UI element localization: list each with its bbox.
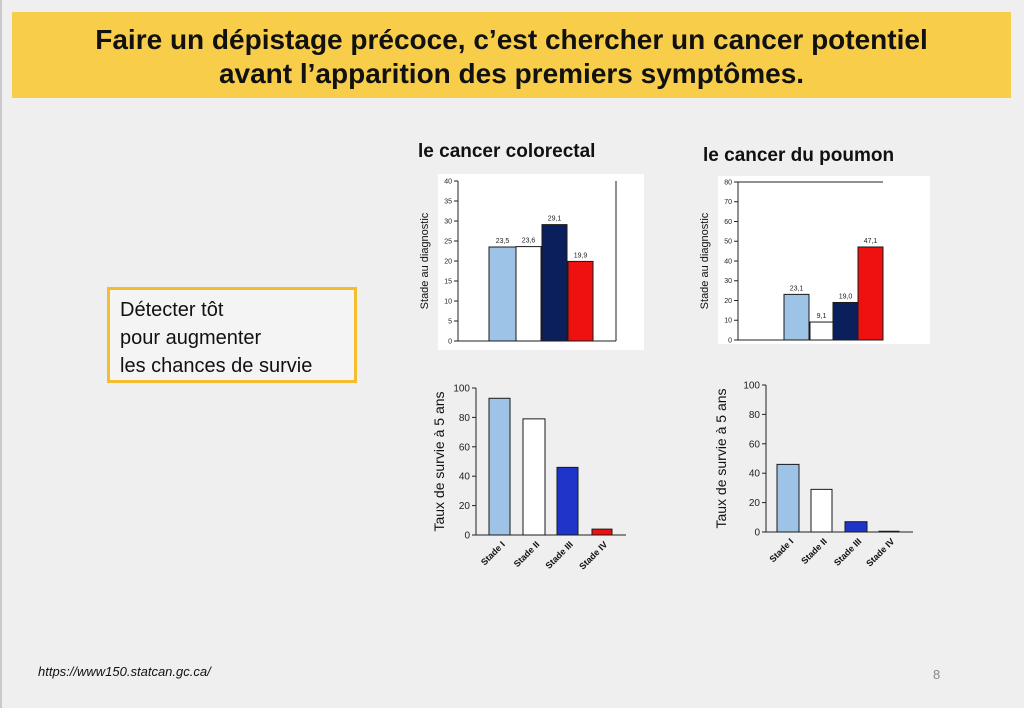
- y-axis-label: Stade au diagnostic: [699, 212, 711, 309]
- title-banner: Faire un dépistage précoce, c’est cherch…: [12, 12, 1011, 98]
- y-tick-label: 10: [444, 298, 452, 305]
- bar-3: [844, 521, 868, 533]
- y-tick-label: 40: [749, 469, 761, 480]
- y-tick-label: 20: [444, 258, 452, 265]
- y-tick-label: 10: [724, 318, 732, 325]
- data-label: 47,1: [864, 238, 878, 245]
- page-number: 8: [933, 667, 941, 682]
- y-axis-label: Stade au diagnostic: [419, 212, 431, 309]
- chart-panel-poumon: [718, 176, 930, 344]
- y-tick-label: 80: [724, 179, 732, 186]
- y-tick-label: 60: [459, 442, 471, 453]
- bar-2: [522, 418, 546, 536]
- data-label: 19,9: [574, 252, 588, 259]
- chart-title-colorectal: le cancer colorectal: [418, 141, 596, 162]
- y-tick-label: 15: [444, 278, 452, 285]
- x-category-label: Stade IV: [864, 536, 896, 568]
- y-tick-label: 80: [459, 413, 471, 424]
- y-tick-label: 0: [754, 528, 760, 539]
- y-axis-label: Taux de survie à 5 ans: [431, 391, 447, 531]
- x-category-label: Stade II: [799, 536, 829, 566]
- data-label: 19,0: [839, 293, 853, 300]
- bar-3: [556, 466, 579, 536]
- bar-3: [832, 301, 859, 341]
- y-tick-label: 50: [724, 239, 732, 246]
- bar-4: [567, 260, 594, 342]
- x-category-label: Stade I: [767, 536, 795, 564]
- callout-box: Détecter tôt pour augmenter les chances …: [107, 287, 357, 383]
- y-tick-label: 5: [448, 318, 452, 325]
- y-tick-label: 80: [749, 410, 761, 421]
- y-tick-label: 20: [749, 498, 761, 509]
- y-tick-label: 40: [444, 178, 452, 185]
- y-tick-label: 60: [749, 439, 761, 450]
- y-tick-label: 35: [444, 198, 452, 205]
- bar-1: [783, 293, 810, 341]
- callout-line-1: Détecter tôt: [120, 299, 224, 321]
- callout-line-2: pour augmenter: [120, 327, 262, 349]
- data-label: 29,1: [548, 216, 562, 223]
- bar-4: [857, 246, 884, 341]
- title-line-1: Faire un dépistage précoce, c’est cherch…: [95, 24, 928, 55]
- y-tick-label: 20: [459, 501, 471, 512]
- bar-4: [591, 528, 613, 536]
- data-label: 23,5: [496, 238, 510, 245]
- chart-title-poumon: le cancer du poumon: [703, 145, 895, 166]
- bar-1: [776, 463, 800, 533]
- title-line-2: avant l’apparition des premiers symptôme…: [218, 58, 805, 89]
- callout-line-3: les chances de survie: [120, 355, 313, 377]
- y-axis-label: Taux de survie à 5 ans: [713, 388, 729, 528]
- data-label: 23,6: [522, 238, 536, 245]
- y-tick-label: 30: [724, 278, 732, 285]
- y-tick-label: 20: [724, 298, 732, 305]
- data-label: 9,1: [817, 313, 827, 320]
- bar-1: [488, 246, 517, 342]
- bar-2: [515, 246, 542, 342]
- x-category-label: Stade III: [832, 536, 863, 567]
- bar-2: [810, 488, 833, 533]
- bar-3: [541, 224, 568, 342]
- y-tick-label: 60: [724, 219, 732, 226]
- y-tick-label: 0: [728, 337, 732, 344]
- y-tick-label: 25: [444, 238, 452, 245]
- source-url[interactable]: https://www150.statcan.gc.ca/: [38, 664, 211, 679]
- slide-left-edge: [0, 0, 2, 708]
- y-tick-label: 70: [724, 199, 732, 206]
- y-tick-label: 100: [453, 384, 470, 395]
- y-tick-label: 0: [464, 531, 470, 542]
- data-label: 23,1: [790, 285, 804, 292]
- y-tick-label: 0: [448, 338, 452, 345]
- bar-1: [488, 397, 511, 536]
- y-tick-label: 100: [743, 381, 760, 392]
- y-tick-label: 40: [724, 258, 732, 265]
- y-tick-label: 30: [444, 218, 452, 225]
- y-tick-label: 40: [459, 472, 471, 483]
- bar-4: [878, 530, 900, 533]
